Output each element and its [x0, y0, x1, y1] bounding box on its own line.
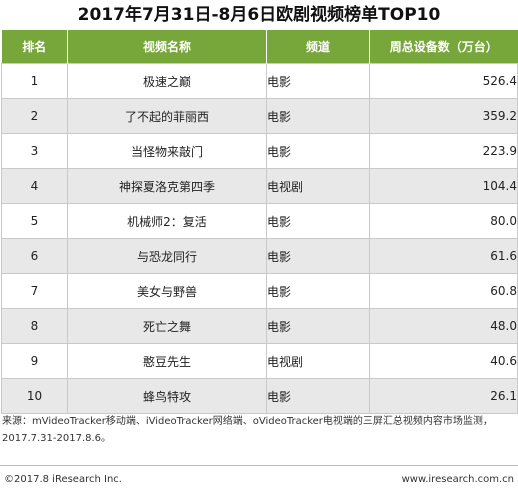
copyright-text: ©2017.8 iResearch Inc.	[4, 474, 122, 485]
cell-channel: 电影	[266, 63, 370, 99]
cell-channel: 电影	[266, 308, 370, 344]
cell-rank: 1	[1, 63, 68, 99]
table-row: 7 美女与野兽 电影 60.8	[1, 273, 518, 309]
cell-video-name: 死亡之舞	[67, 308, 267, 344]
cell-device-count: 26.1	[369, 378, 518, 414]
cell-video-name: 蜂鸟特攻	[67, 378, 267, 414]
table-row: 9 憨豆先生 电视剧 40.6	[1, 343, 518, 379]
cell-channel: 电视剧	[266, 168, 370, 204]
table-row: 6 与恐龙同行 电影 61.6	[1, 238, 518, 274]
column-header-name: 视频名称	[67, 30, 267, 64]
table-row: 1 极速之巅 电影 526.4	[1, 63, 518, 99]
table-row: 8 死亡之舞 电影 48.0	[1, 308, 518, 344]
cell-device-count: 104.4	[369, 168, 518, 204]
cell-device-count: 359.2	[369, 98, 518, 134]
cell-channel: 电视剧	[266, 343, 370, 379]
cell-rank: 9	[1, 343, 68, 379]
cell-video-name: 了不起的菲丽西	[67, 98, 267, 134]
cell-device-count: 40.6	[369, 343, 518, 379]
cell-rank: 5	[1, 203, 68, 239]
cell-rank: 4	[1, 168, 68, 204]
cell-video-name: 与恐龙同行	[67, 238, 267, 274]
source-line-2: 2017.7.31-2017.8.6。	[2, 433, 112, 444]
table-row: 4 神探夏洛克第四季 电视剧 104.4	[1, 168, 518, 204]
cell-channel: 电影	[266, 203, 370, 239]
cell-channel: 电影	[266, 273, 370, 309]
table-row: 3 当怪物来敲门 电影 223.9	[1, 133, 518, 169]
cell-rank: 2	[1, 98, 68, 134]
cell-device-count: 526.4	[369, 63, 518, 99]
table-header-row: 排名 视频名称 频道 周总设备数（万台）	[1, 30, 518, 64]
cell-channel: 电影	[266, 133, 370, 169]
cell-rank: 3	[1, 133, 68, 169]
cell-device-count: 80.0	[369, 203, 518, 239]
cell-device-count: 61.6	[369, 238, 518, 274]
column-header-channel: 频道	[266, 30, 370, 64]
cell-video-name: 极速之巅	[67, 63, 267, 99]
column-header-devices: 周总设备数（万台）	[369, 30, 518, 64]
chart-title: 2017年7月31日-8月6日欧剧视频榜单TOP10	[77, 5, 441, 25]
cell-channel: 电影	[266, 238, 370, 274]
table-row: 5 机械师2：复活 电影 80.0	[1, 203, 518, 239]
source-line-1: 来源：mVideoTracker移动端、iVideoTracker网络端、oVi…	[2, 416, 493, 427]
column-header-rank: 排名	[1, 30, 68, 64]
table-row: 10 蜂鸟特攻 电影 26.1	[1, 378, 518, 414]
cell-rank: 8	[1, 308, 68, 344]
table-body: 1 极速之巅 电影 526.4 2 了不起的菲丽西 电影 359.2 3 当怪物来敲门 电影 223.…	[1, 63, 518, 414]
website-text: www.iresearch.com.cn	[401, 474, 514, 485]
source-note: 来源：mVideoTracker移动端、iVideoTracker网络端、oVi…	[2, 413, 514, 447]
cell-video-name: 神探夏洛克第四季	[67, 168, 267, 204]
cell-channel: 电影	[266, 378, 370, 414]
footer-divider	[0, 465, 518, 466]
cell-rank: 6	[1, 238, 68, 274]
cell-rank: 10	[1, 378, 68, 414]
cell-video-name: 美女与野兽	[67, 273, 267, 309]
cell-rank: 7	[1, 273, 68, 309]
cell-video-name: 憨豆先生	[67, 343, 267, 379]
cell-video-name: 机械师2：复活	[67, 203, 267, 239]
table-row: 2 了不起的菲丽西 电影 359.2	[1, 98, 518, 134]
cell-channel: 电影	[266, 98, 370, 134]
cell-device-count: 223.9	[369, 133, 518, 169]
cell-device-count: 60.8	[369, 273, 518, 309]
ranking-table: 排名 视频名称 频道 周总设备数（万台） 1 极速之巅 电影 526.4 2 了不起的菲丽…	[1, 30, 518, 414]
cell-video-name: 当怪物来敲门	[67, 133, 267, 169]
cell-device-count: 48.0	[369, 308, 518, 344]
